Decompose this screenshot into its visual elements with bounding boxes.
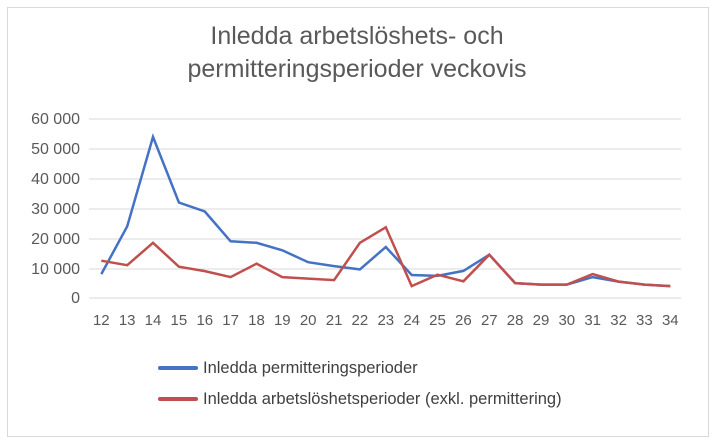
svg-text:34: 34	[662, 312, 679, 329]
svg-text:21: 21	[326, 312, 343, 329]
svg-text:30 000: 30 000	[31, 201, 80, 218]
svg-text:17: 17	[222, 312, 239, 329]
svg-text:10 000: 10 000	[31, 261, 80, 278]
svg-text:0: 0	[71, 290, 80, 307]
svg-text:29: 29	[533, 312, 550, 329]
svg-text:28: 28	[507, 312, 524, 329]
svg-text:32: 32	[610, 312, 627, 329]
svg-text:16: 16	[196, 312, 213, 329]
svg-text:14: 14	[145, 312, 162, 329]
svg-text:27: 27	[481, 312, 498, 329]
svg-text:19: 19	[274, 312, 291, 329]
svg-text:30: 30	[558, 312, 575, 329]
svg-text:22: 22	[352, 312, 369, 329]
svg-text:12: 12	[93, 312, 110, 329]
svg-text:18: 18	[248, 312, 265, 329]
svg-text:60 000: 60 000	[31, 111, 80, 128]
svg-text:40 000: 40 000	[31, 171, 80, 188]
svg-text:15: 15	[171, 312, 188, 329]
svg-text:20 000: 20 000	[31, 231, 80, 248]
svg-text:31: 31	[584, 312, 601, 329]
svg-text:23: 23	[377, 312, 394, 329]
svg-text:33: 33	[636, 312, 653, 329]
svg-text:13: 13	[119, 312, 136, 329]
svg-text:20: 20	[300, 312, 317, 329]
svg-text:26: 26	[455, 312, 472, 329]
svg-text:24: 24	[403, 312, 420, 329]
svg-text:50 000: 50 000	[31, 141, 80, 158]
svg-text:25: 25	[429, 312, 446, 329]
